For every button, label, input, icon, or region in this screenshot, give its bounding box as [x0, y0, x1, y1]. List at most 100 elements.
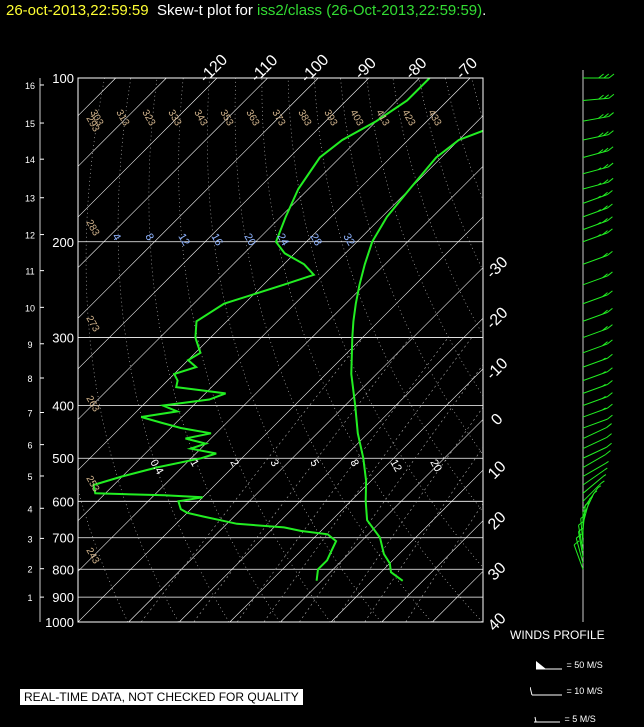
dry-adiabat-323 — [287, 78, 483, 568]
dry-adiabat-443 — [603, 78, 644, 622]
dry-adiabat-253 — [85, 78, 179, 622]
wind-barb-520 — [582, 450, 611, 468]
mixing-ratio-label-12: 12 — [175, 232, 192, 249]
dry-adiabat-label-343: 343 — [191, 108, 209, 128]
km-label-9: 9 — [27, 340, 32, 350]
wind-barb-580 — [582, 474, 607, 494]
pressure-label-800: 800 — [52, 562, 74, 577]
temp-top-label--70: -70 — [453, 55, 481, 83]
legend-row-5: = 5 M/S — [532, 714, 596, 725]
legend-50-label: = 50 M/S — [566, 660, 603, 670]
km-label-6: 6 — [27, 441, 32, 451]
dry-adiabat-label-423: 423 — [399, 108, 417, 128]
mixing-ratio-label-5: 5 — [307, 458, 320, 469]
mixing-ratio-1 — [193, 337, 411, 622]
dry-adiabat-293 — [206, 78, 382, 622]
km-label-15: 15 — [25, 119, 35, 129]
legend-row-10: = 10 M/S — [529, 686, 603, 697]
temp-right-label--20: -20 — [483, 304, 511, 332]
title-datetime: 26-oct-2013,22:59:59 — [6, 2, 149, 19]
mixing-ratio-label-12: 12 — [387, 458, 404, 475]
isotherm-20 — [381, 520, 483, 622]
plot-frame — [77, 77, 484, 623]
mixing-ratio-label-32: 32 — [340, 232, 357, 249]
mixing-ratio-label-8: 8 — [142, 232, 155, 243]
wind-barb-560 — [582, 467, 608, 486]
temp-top-label--90: -90 — [352, 55, 380, 83]
wind-barb-120 — [582, 112, 614, 122]
mixing-ratio-20 — [405, 502, 483, 622]
isotherm--120 — [78, 78, 218, 218]
isotherm--20 — [179, 317, 483, 622]
mixing-ratio-2 — [236, 337, 449, 622]
dry-adiabat-333 — [314, 78, 483, 513]
dry-adiabat-363 — [392, 78, 483, 336]
temp-right-label-40: 40 — [485, 610, 510, 635]
dry-adiabat-303 — [234, 78, 432, 622]
km-label-11: 11 — [25, 267, 34, 277]
half-barb-legend-icon — [532, 715, 562, 725]
dry-adiabat-403 — [498, 78, 644, 622]
winds-profile-title: WINDS PROFILE — [510, 628, 605, 642]
wind-barb-160 — [582, 177, 614, 190]
dry-adiabat-label-363: 363 — [243, 108, 261, 128]
pressure-label-100: 100 — [52, 71, 74, 86]
wind-barb-320 — [582, 339, 613, 354]
mixing-ratio-label-4: 4 — [109, 232, 122, 243]
wind-barb-380 — [582, 380, 613, 394]
km-label-14: 14 — [25, 155, 35, 165]
wind-barb-500 — [582, 442, 612, 459]
chart-title: 26-oct-2013,22:59:59 Skew-t plot for iss… — [6, 2, 486, 19]
dry-adiabat-label-313: 313 — [113, 108, 131, 128]
isotherm-0 — [280, 419, 483, 622]
dry-adiabat-label-413: 413 — [373, 108, 391, 128]
km-label-8: 8 — [27, 374, 32, 384]
wind-barb-600 — [582, 480, 605, 502]
km-label-13: 13 — [25, 194, 35, 204]
dry-adiabat-263 — [117, 78, 230, 622]
mixing-ratio-3 — [263, 337, 472, 622]
mixing-ratio-label-1: 1 — [187, 458, 200, 469]
isotherm--100 — [78, 78, 319, 319]
dry-adiabat-353 — [366, 78, 483, 397]
dry-adiabat-label-383: 383 — [295, 108, 313, 128]
dewpoint-profile — [92, 78, 431, 581]
temperature-profile — [350, 129, 483, 582]
dry-adiabat-273 — [148, 78, 280, 622]
pressure-label-300: 300 — [52, 331, 74, 346]
dry-adiabat-433 — [576, 78, 644, 622]
wind-barb-200 — [582, 228, 613, 243]
km-label-10: 10 — [25, 303, 35, 313]
wind-barb-740 — [577, 520, 584, 551]
temp-right-label-30: 30 — [485, 559, 510, 584]
legend-row-50: = 50 M/S — [536, 660, 603, 671]
temp-right-label-20: 20 — [485, 509, 510, 534]
mixing-ratio-label-16: 16 — [208, 232, 225, 249]
km-label-2: 2 — [27, 565, 32, 575]
title-source: iss2/class (26-Oct-2013,22:59:59) — [257, 2, 483, 19]
dry-adiabat-413 — [524, 78, 644, 622]
mixing-ratio-5 — [299, 364, 483, 622]
mixing-ratio-12 — [364, 446, 483, 622]
isotherm--70 — [78, 78, 471, 471]
wind-barb-240 — [582, 271, 613, 286]
dry-adiabat-label-283: 283 — [83, 218, 101, 238]
wind-barb-340 — [582, 353, 613, 368]
dry-adiabat-label-323: 323 — [139, 108, 157, 128]
wind-barb-190 — [582, 216, 613, 231]
dry-adiabat-313 — [261, 78, 483, 622]
wind-barb-260 — [582, 290, 613, 305]
mixing-ratio-label-20: 20 — [427, 458, 444, 475]
dry-adiabat-label-403: 403 — [347, 108, 365, 128]
title-end: . — [482, 2, 487, 19]
wind-barb-280 — [582, 307, 613, 322]
wind-barb-480 — [582, 433, 612, 450]
mixing-ratio-label-2: 2 — [227, 458, 240, 469]
wind-barb-110 — [582, 93, 615, 102]
km-label-4: 4 — [27, 504, 32, 514]
wind-barb-130 — [582, 130, 614, 141]
legend-5-label: = 5 M/S — [564, 714, 596, 724]
pressure-label-700: 700 — [52, 531, 74, 546]
dry-adiabat-label-393: 393 — [321, 108, 339, 128]
km-label-12: 12 — [25, 231, 35, 241]
